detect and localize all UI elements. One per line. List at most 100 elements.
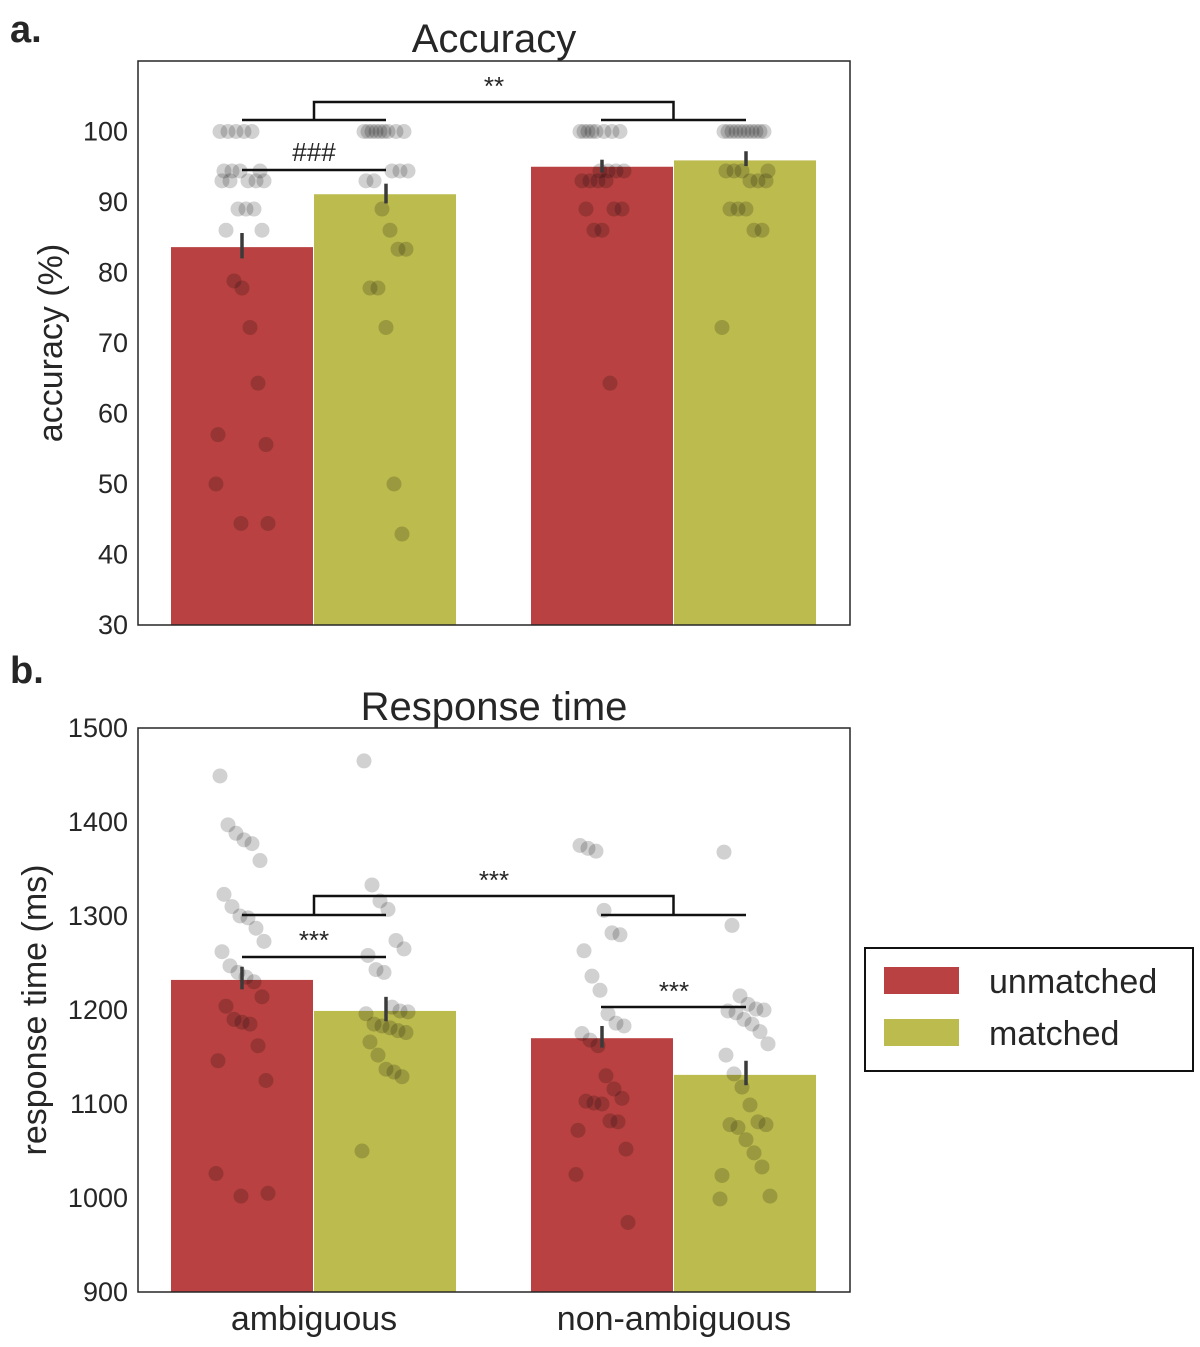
data-point: [380, 124, 396, 139]
y-tick-label: 1000: [68, 1183, 128, 1213]
panel-letter: a.: [10, 9, 42, 51]
legend-swatch-matched: [884, 1019, 959, 1046]
data-point: [398, 241, 414, 257]
data-point: [594, 222, 610, 238]
data-point: [236, 124, 252, 139]
data-point: [612, 124, 628, 139]
data-point: [368, 962, 384, 978]
data-point: [368, 124, 384, 139]
bar-matched-ambiguous: [314, 194, 456, 625]
data-point: [722, 201, 738, 217]
data-point: [214, 944, 230, 960]
panel-accuracy: a. Accuracy accuracy (%) 30 40 50 60 70 80 90 100 *…: [10, 9, 851, 640]
plot-frame: [137, 60, 851, 626]
legend-swatch-unmatched: [884, 967, 959, 994]
data-point: [224, 899, 240, 915]
data-point: [746, 1145, 762, 1161]
data-point: [620, 1214, 636, 1230]
chart-title: Response time: [361, 685, 628, 729]
y-tick-label: 1200: [68, 995, 128, 1025]
data-point: [386, 1064, 402, 1080]
data-point: [388, 932, 404, 948]
data-point: [592, 982, 608, 998]
data-point: [378, 1061, 394, 1077]
data-point: [730, 201, 746, 217]
data-point: [358, 173, 374, 189]
panel-letter: b.: [10, 650, 44, 692]
data-point: [376, 964, 392, 980]
data-point: [356, 753, 372, 769]
data-point: [756, 124, 772, 139]
data-point: [388, 124, 404, 139]
data-point: [236, 832, 252, 848]
data-point: [374, 201, 390, 217]
data-point: [392, 1003, 408, 1019]
data-point: [212, 768, 228, 784]
data-point: [758, 173, 774, 189]
data-point: [752, 1024, 768, 1040]
data-point: [598, 1068, 614, 1084]
data-point: [750, 173, 766, 189]
data-point: [738, 1132, 754, 1148]
data-point: [616, 1018, 632, 1034]
data-point: [258, 437, 274, 453]
bar-unmatched-non-ambiguous: [531, 166, 673, 625]
data-point: [226, 273, 242, 289]
data-point: [228, 825, 244, 841]
data-point: [572, 838, 588, 853]
data-point: [598, 173, 614, 189]
data-point: [600, 163, 616, 179]
data-point: [360, 947, 376, 963]
significance-bracket: [312, 100, 675, 120]
data-point: [254, 222, 270, 238]
data-point: [362, 1034, 378, 1050]
data-point: [234, 1014, 250, 1030]
y-tick-label: 40: [98, 540, 128, 570]
data-point: [244, 124, 260, 139]
data-point: [606, 1081, 622, 1097]
y-axis-label: response time (ms): [16, 865, 54, 1156]
data-point: [570, 1122, 586, 1138]
data-point: [582, 1032, 598, 1048]
data-point: [260, 515, 276, 531]
y-tick-label: 70: [98, 328, 128, 358]
data-point: [256, 173, 272, 189]
significance-label: ***: [659, 976, 689, 1006]
data-point: [574, 1026, 590, 1041]
data-point: [218, 998, 234, 1014]
data-point: [714, 319, 730, 335]
data-point: [748, 1001, 764, 1017]
data-point: [600, 1006, 616, 1022]
data-point: [384, 163, 400, 179]
data-point: [394, 1069, 410, 1085]
y-tick-label: 1400: [68, 807, 128, 837]
data-point: [398, 1025, 414, 1041]
data-point: [578, 1093, 594, 1109]
data-point: [228, 124, 244, 139]
bar-unmatched-non-ambiguous: [531, 1038, 673, 1292]
data-point: [366, 173, 382, 189]
data-point: [252, 853, 268, 869]
data-point: [610, 1114, 626, 1130]
data-point: [242, 1016, 258, 1032]
data-point: [246, 201, 262, 217]
significance-label: ***: [479, 865, 509, 895]
data-point: [220, 124, 236, 139]
data-point: [358, 1006, 374, 1022]
data-point: [612, 927, 628, 943]
data-point: [256, 933, 272, 949]
data-point: [724, 124, 740, 139]
data-point: [232, 163, 248, 179]
data-point: [248, 920, 264, 936]
data-point: [608, 1015, 624, 1031]
data-point: [732, 124, 748, 139]
data-point: [240, 173, 256, 189]
y-tick-label: 1500: [68, 713, 128, 743]
y-tick-label: 30: [98, 610, 128, 640]
data-point: [568, 1167, 584, 1182]
data-point: [400, 1004, 416, 1020]
data-point: [370, 280, 386, 296]
data-point: [726, 163, 742, 179]
legend-label: matched: [989, 1015, 1119, 1053]
